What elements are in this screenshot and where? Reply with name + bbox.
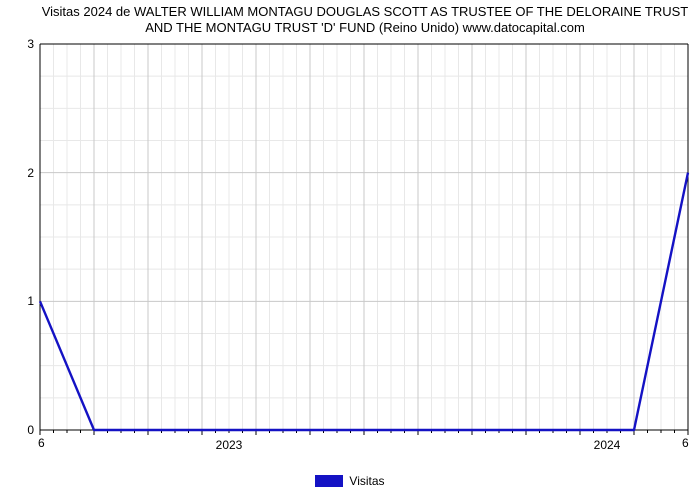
- chart-title-line1: Visitas 2024 de WALTER WILLIAM MONTAGU D…: [42, 4, 689, 19]
- legend: Visitas: [0, 474, 700, 488]
- legend-label: Visitas: [349, 474, 384, 488]
- ytick-label: 1: [0, 294, 34, 308]
- chart-title-line2: AND THE MONTAGU TRUST 'D' FUND (Reino Un…: [145, 20, 585, 35]
- ytick-label: 2: [0, 166, 34, 180]
- x-year-label: 2024: [594, 438, 621, 452]
- plot-area: [40, 44, 688, 430]
- ytick-label: 0: [0, 423, 34, 437]
- x-left-corner-label: 6: [38, 436, 45, 450]
- ytick-label: 3: [0, 37, 34, 51]
- x-year-label: 2023: [216, 438, 243, 452]
- x-right-corner-label: 6: [682, 436, 689, 450]
- legend-swatch: [315, 475, 343, 487]
- chart-title: Visitas 2024 de WALTER WILLIAM MONTAGU D…: [40, 4, 690, 35]
- chart-root: Visitas 2024 de WALTER WILLIAM MONTAGU D…: [0, 0, 700, 500]
